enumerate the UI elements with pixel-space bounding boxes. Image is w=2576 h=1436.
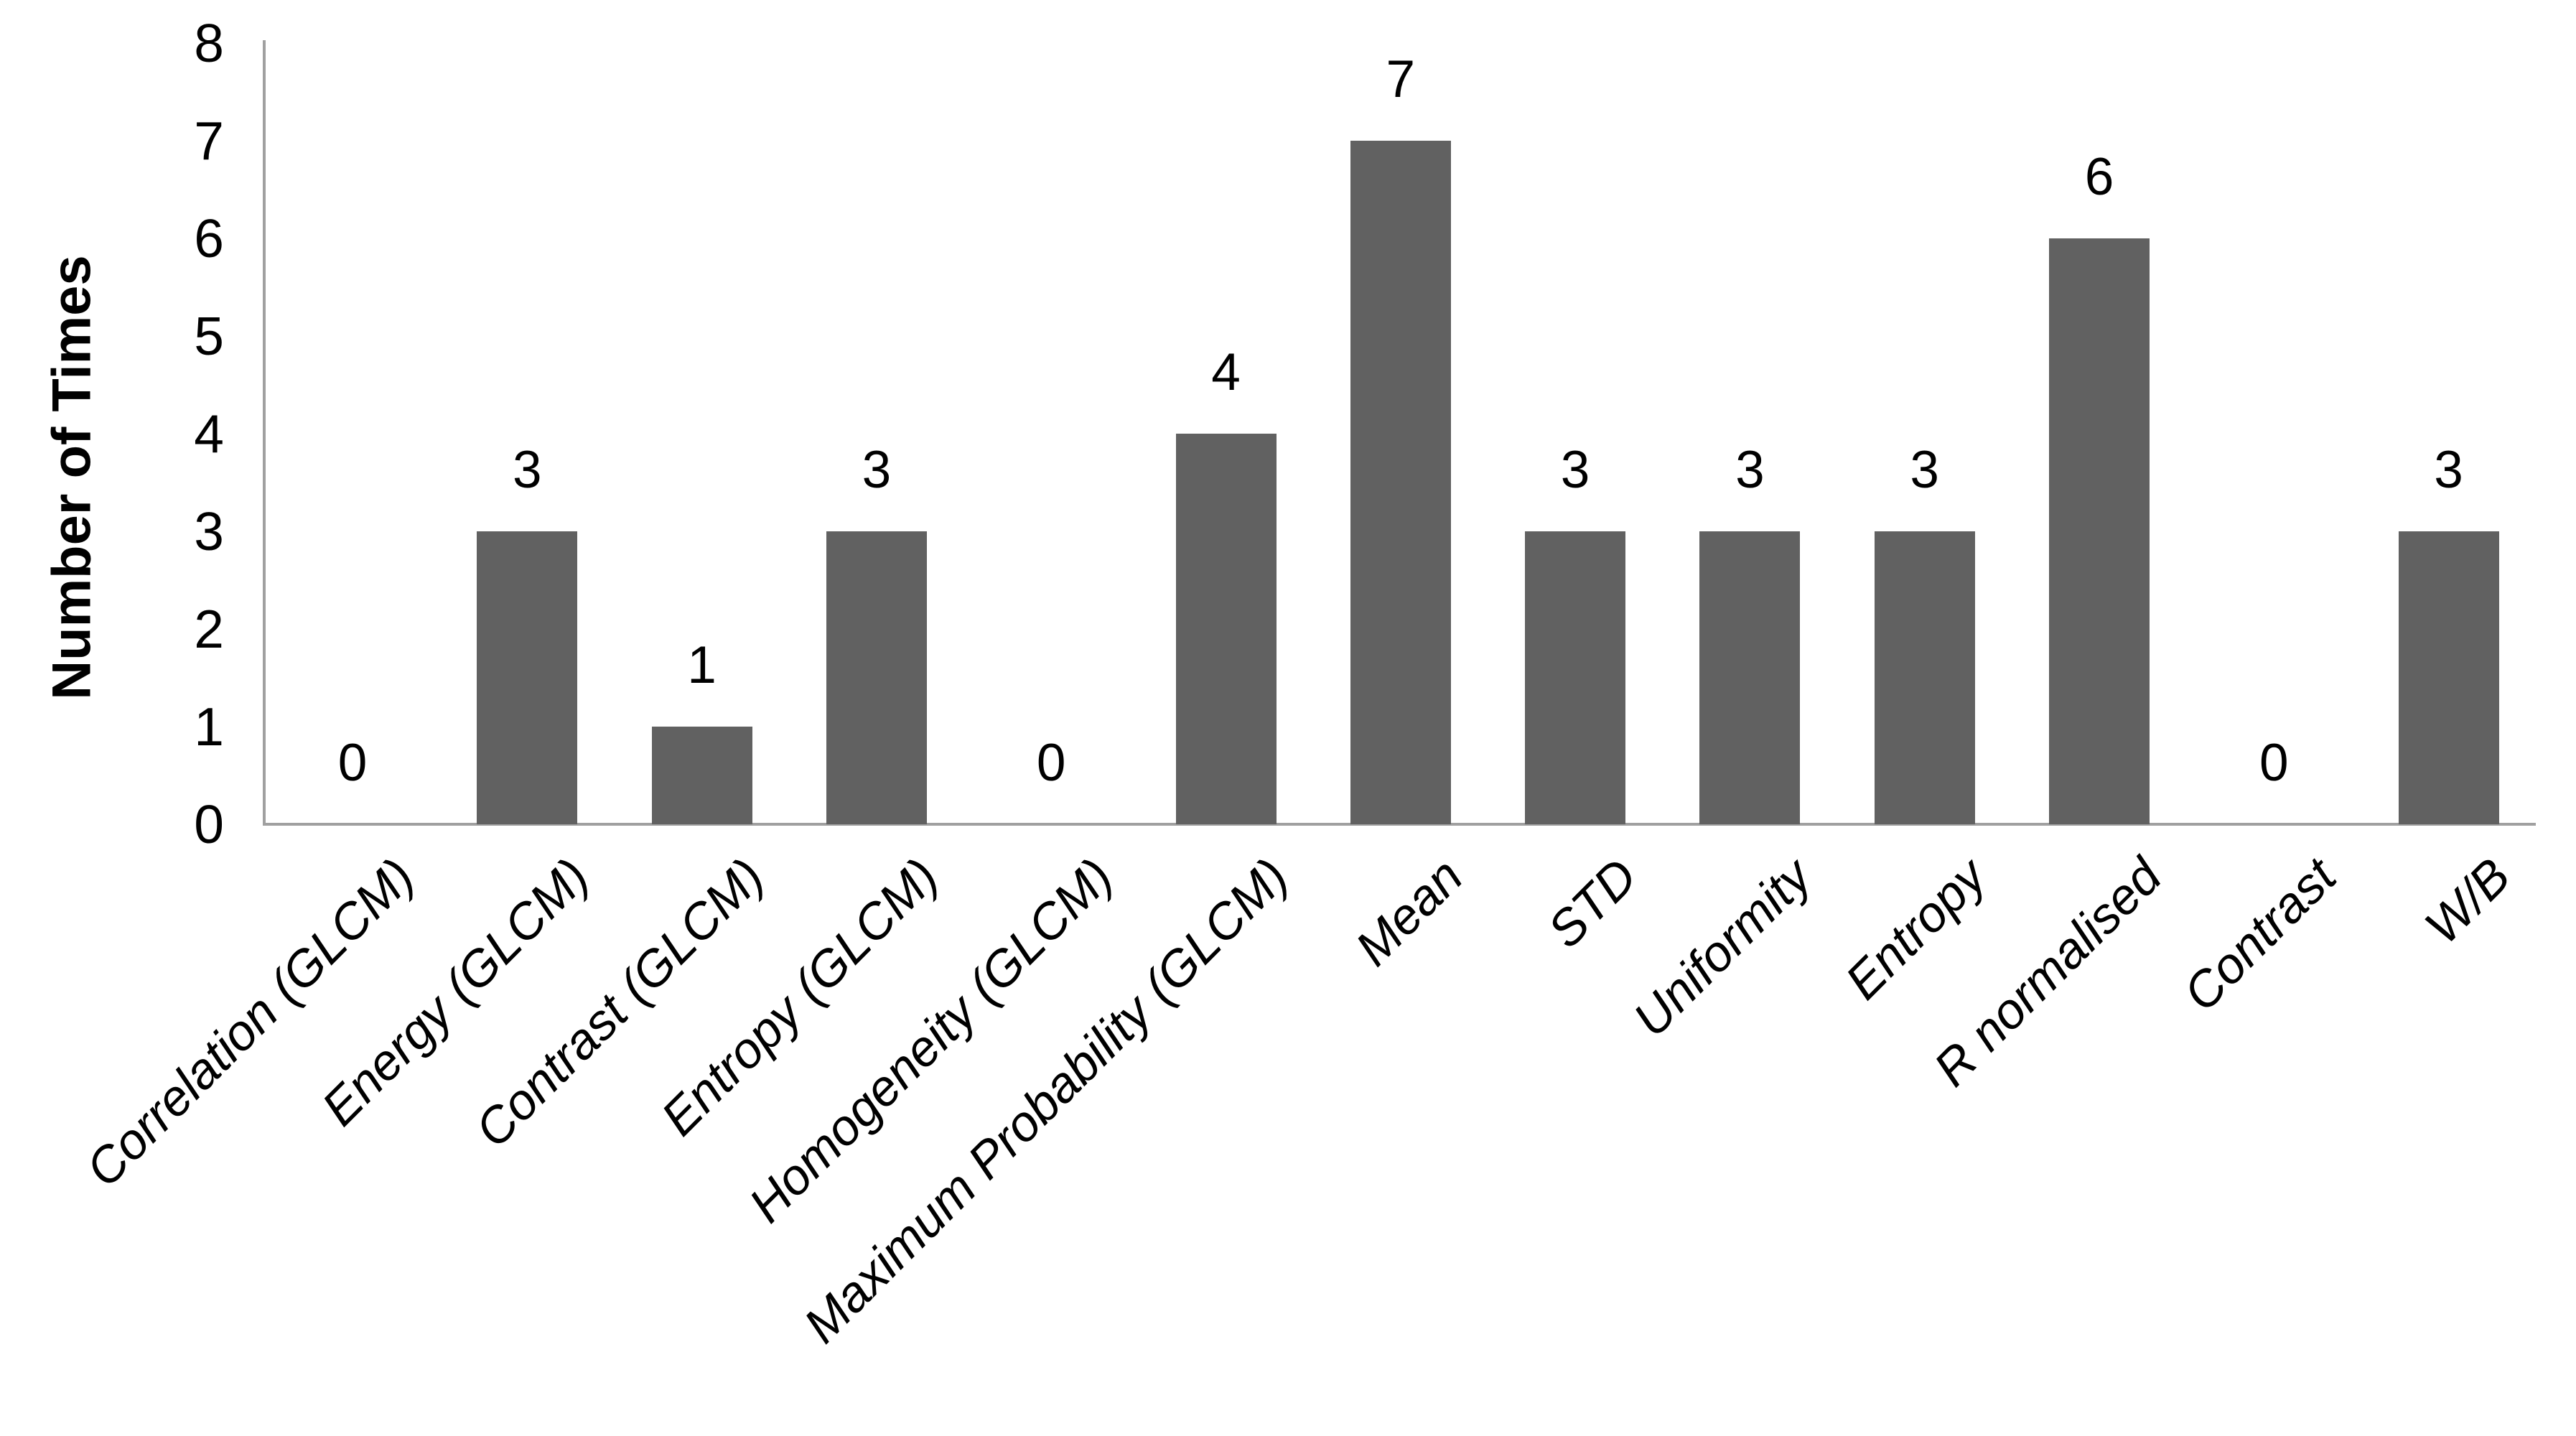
bar-value-label: 0 <box>337 734 368 792</box>
bar-value-label: 0 <box>2259 734 2289 792</box>
bar <box>1350 141 1451 824</box>
y-tick-label: 5 <box>194 306 224 366</box>
bar-value-label: 3 <box>1560 441 1590 499</box>
bar-value-label: 3 <box>512 441 542 499</box>
bar-value-label: 6 <box>2084 148 2114 206</box>
bar-value-label: 3 <box>2434 441 2463 499</box>
bar-value-label: 1 <box>687 636 717 694</box>
bar <box>1874 531 1975 824</box>
x-axis-line <box>263 823 2536 826</box>
bar-value-label: 3 <box>1735 441 1765 499</box>
bar-value-label: 3 <box>862 441 892 499</box>
x-category-label: Entropy <box>1834 847 1997 1010</box>
y-tick-label: 1 <box>194 696 224 757</box>
y-tick-label: 7 <box>194 111 224 171</box>
x-category-label: STD <box>1536 847 1648 959</box>
bar-value-label: 7 <box>1386 50 1416 108</box>
y-tick-label: 3 <box>194 501 224 561</box>
x-category-label: Mean <box>1344 847 1473 976</box>
bar <box>651 727 752 824</box>
y-tick-label: 4 <box>194 404 224 464</box>
bar <box>1699 531 1801 824</box>
bar-value-label: 4 <box>1211 343 1241 401</box>
bar <box>826 531 927 824</box>
y-tick-label: 6 <box>194 208 224 269</box>
x-category-label: W/B <box>2414 847 2521 955</box>
bar <box>1525 531 1626 824</box>
y-tick-label: 8 <box>194 13 224 73</box>
bar <box>477 531 578 824</box>
y-tick-label: 0 <box>194 794 224 854</box>
x-category-label: Contrast <box>2172 847 2347 1022</box>
x-category-label: Correlation (GLCM) <box>75 847 425 1198</box>
bar-value-label: 0 <box>1036 734 1066 792</box>
bar <box>2398 531 2499 824</box>
bar <box>2049 238 2150 824</box>
bar <box>1175 434 1277 824</box>
x-category-label: Contrast (GLCM) <box>464 847 775 1158</box>
y-axis-line <box>263 40 266 826</box>
bar-value-label: 3 <box>1910 441 1939 499</box>
x-category-label: Uniformity <box>1623 847 1823 1048</box>
y-tick-label: 2 <box>194 599 224 659</box>
